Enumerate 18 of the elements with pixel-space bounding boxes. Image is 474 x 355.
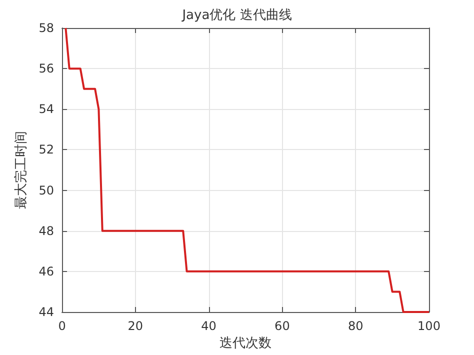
chart-title: Jaya优化 迭代曲线 (181, 8, 292, 23)
y-tick-label: 54 (38, 102, 54, 116)
y-tick-label: 48 (38, 224, 54, 238)
x-tick-label: 80 (348, 319, 364, 333)
x-axis-title: 迭代次数 (220, 336, 272, 351)
y-axis-title: 最大完工时间 (12, 131, 29, 209)
y-tick-label: 46 (38, 264, 54, 278)
y-tick-label: 50 (38, 183, 54, 198)
x-tick-label: 100 (418, 319, 440, 333)
x-tick-label: 20 (128, 319, 144, 333)
x-tick-label: 60 (274, 319, 290, 333)
line-series (64, 27, 430, 313)
x-tick-label: 0 (58, 319, 66, 333)
y-tick-label: 44 (38, 305, 54, 319)
y-tick-label: 58 (38, 21, 54, 35)
y-tick-label: 56 (38, 62, 54, 76)
x-tick-label: 40 (201, 319, 216, 333)
y-tick-label: 52 (38, 142, 54, 157)
